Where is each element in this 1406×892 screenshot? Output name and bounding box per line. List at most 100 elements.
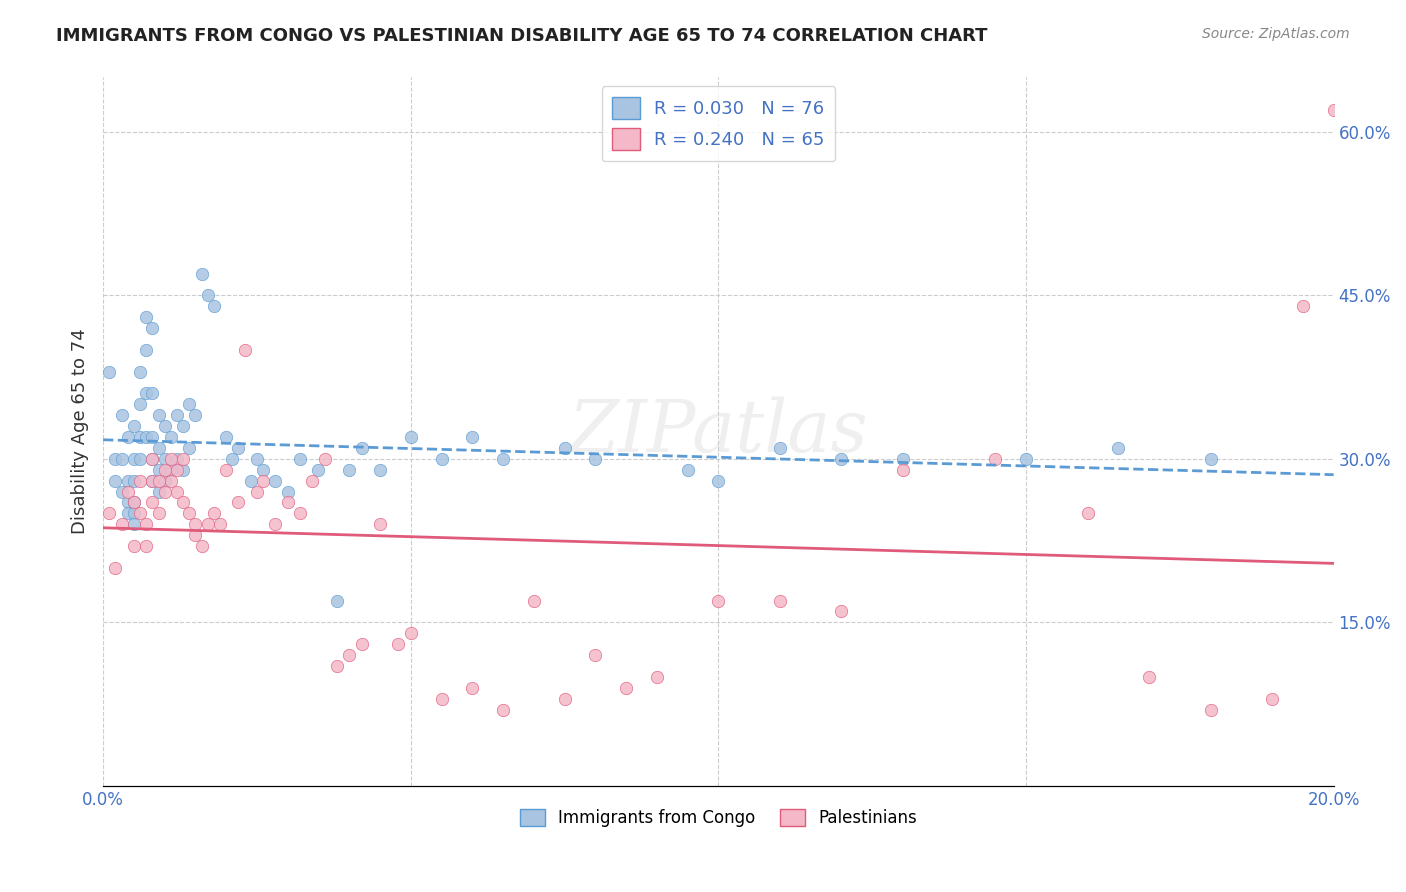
Point <box>288 506 311 520</box>
Point <box>184 409 207 423</box>
Point <box>350 637 373 651</box>
Point <box>246 484 269 499</box>
Legend: Immigrants from Congo, Palestinians: Immigrants from Congo, Palestinians <box>513 803 924 834</box>
Point <box>239 474 262 488</box>
Point <box>184 517 207 532</box>
Point <box>129 430 152 444</box>
Point <box>129 397 152 411</box>
Point <box>148 506 170 520</box>
Point <box>1015 451 1038 466</box>
Point <box>891 451 914 466</box>
Point <box>148 463 170 477</box>
Point <box>288 451 311 466</box>
Point <box>110 409 132 423</box>
Point <box>110 517 132 532</box>
Point <box>172 463 194 477</box>
Point <box>153 463 176 477</box>
Point <box>337 463 360 477</box>
Point <box>202 299 225 313</box>
Point <box>1137 670 1160 684</box>
Point <box>430 451 453 466</box>
Point <box>1323 103 1346 117</box>
Point <box>153 419 176 434</box>
Point <box>117 506 139 520</box>
Point <box>554 691 576 706</box>
Point <box>159 451 181 466</box>
Point <box>215 463 238 477</box>
Point <box>148 409 170 423</box>
Point <box>202 506 225 520</box>
Point <box>129 451 152 466</box>
Point <box>1199 702 1222 716</box>
Point <box>117 430 139 444</box>
Point <box>104 451 127 466</box>
Point <box>461 681 484 695</box>
Point <box>368 463 391 477</box>
Point <box>104 474 127 488</box>
Point <box>110 484 132 499</box>
Point <box>769 593 792 607</box>
Point <box>1107 441 1129 455</box>
Text: Source: ZipAtlas.com: Source: ZipAtlas.com <box>1202 27 1350 41</box>
Point <box>554 441 576 455</box>
Point <box>350 441 373 455</box>
Point <box>153 451 176 466</box>
Point <box>228 495 250 509</box>
Point <box>172 451 194 466</box>
Point <box>645 670 668 684</box>
Point <box>1199 451 1222 466</box>
Point <box>184 528 207 542</box>
Point <box>98 365 121 379</box>
Point <box>1261 691 1284 706</box>
Point <box>523 593 546 607</box>
Point <box>301 474 323 488</box>
Point <box>233 343 256 357</box>
Point <box>141 386 163 401</box>
Point <box>148 474 170 488</box>
Point <box>769 441 792 455</box>
Point <box>264 517 287 532</box>
Point <box>264 474 287 488</box>
Point <box>122 495 145 509</box>
Point <box>135 539 157 553</box>
Point <box>399 626 422 640</box>
Point <box>215 430 238 444</box>
Point <box>117 484 139 499</box>
Point <box>141 451 163 466</box>
Point <box>117 495 139 509</box>
Point <box>399 430 422 444</box>
Point <box>190 539 212 553</box>
Point <box>707 474 730 488</box>
Point <box>135 310 157 325</box>
Point <box>179 506 201 520</box>
Point <box>676 463 699 477</box>
Point <box>221 451 243 466</box>
Point <box>153 484 176 499</box>
Point <box>117 474 139 488</box>
Point <box>135 430 157 444</box>
Point <box>197 288 219 302</box>
Point <box>166 409 188 423</box>
Point <box>197 517 219 532</box>
Point <box>166 484 188 499</box>
Point <box>122 419 145 434</box>
Point <box>430 691 453 706</box>
Point <box>98 506 121 520</box>
Point <box>122 495 145 509</box>
Point <box>891 463 914 477</box>
Point <box>141 430 163 444</box>
Point <box>172 495 194 509</box>
Point <box>707 593 730 607</box>
Point <box>1076 506 1098 520</box>
Point <box>159 430 181 444</box>
Point <box>141 474 163 488</box>
Point <box>122 474 145 488</box>
Point <box>830 604 852 618</box>
Point <box>387 637 409 651</box>
Point <box>583 648 606 662</box>
Point <box>122 539 145 553</box>
Point <box>337 648 360 662</box>
Point <box>141 321 163 335</box>
Point <box>830 451 852 466</box>
Point <box>135 343 157 357</box>
